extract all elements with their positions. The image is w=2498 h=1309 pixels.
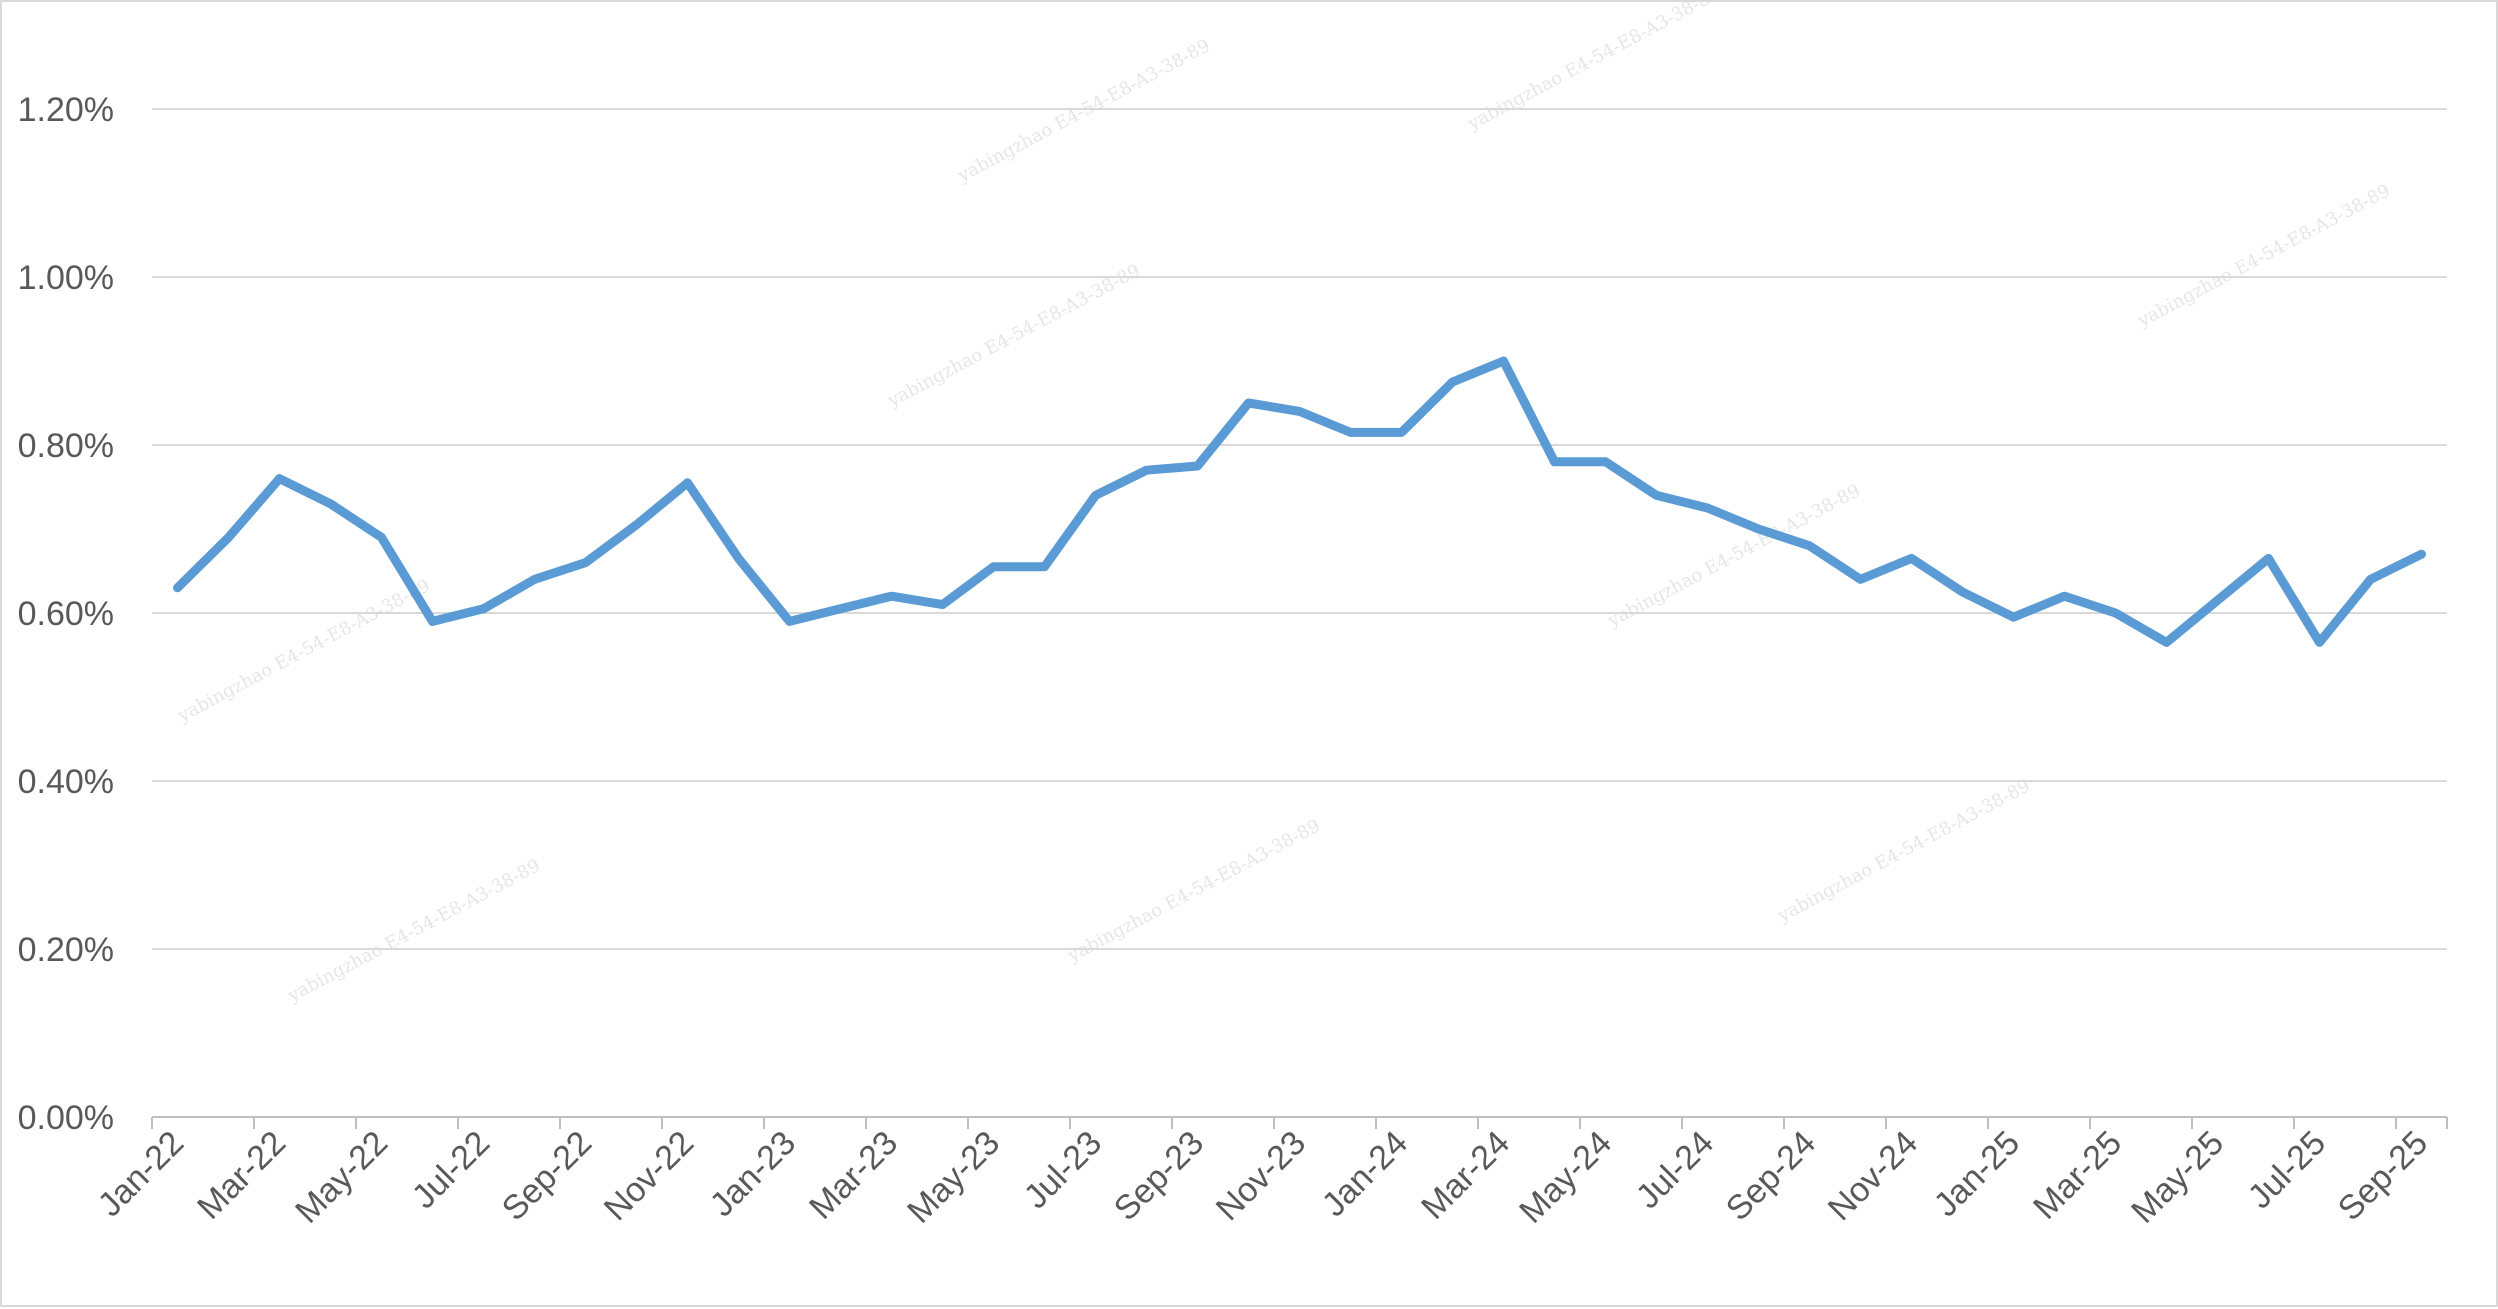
data-point: [2217, 599, 2219, 601]
y-tick-label: 1.00%: [18, 259, 114, 297]
data-point: [1860, 578, 1862, 580]
watermark-text: yabingzhao E4-54-E8-A3-38-89: [884, 260, 1144, 412]
y-tick-label: 1.20%: [18, 91, 114, 129]
x-tick-label: Mar-22: [190, 1124, 293, 1227]
data-point: [2064, 595, 2066, 597]
x-tick-label: Jul-25: [2241, 1124, 2333, 1216]
data-point: [2421, 553, 2423, 555]
x-tick-label: May-24: [1512, 1124, 1619, 1231]
x-tick-label: May-23: [900, 1124, 1007, 1231]
data-point: [1248, 402, 1250, 404]
y-axis-labels: 0.00% 0.20% 0.40% 0.60% 0.80% 1.00% 1.20%: [18, 91, 114, 1137]
x-tick-label: Mar-24: [1414, 1124, 1517, 1227]
y-tick-label: 0.80%: [18, 427, 114, 465]
x-tick-label: Sep-23: [1107, 1124, 1211, 1228]
x-tick-label: Jul-22: [405, 1124, 497, 1216]
data-point: [2268, 557, 2270, 559]
data-point: [1146, 469, 1148, 471]
data-point: [534, 578, 536, 580]
y-tick-label: 0.60%: [18, 595, 114, 633]
data-point: [1197, 465, 1199, 467]
data-point: [942, 604, 944, 606]
x-tick-label: Mar-23: [802, 1124, 905, 1227]
watermark-text: yabingzhao E4-54-E8-A3-38-89: [174, 575, 434, 727]
data-point: [2370, 578, 2372, 580]
x-tick-label: Jul-23: [1017, 1124, 1109, 1216]
data-point: [789, 620, 791, 622]
x-tick-label: Jul-24: [1629, 1124, 1721, 1216]
watermark-text: yabingzhao E4-54-E8-A3-38-89: [1064, 815, 1324, 967]
data-point: [1758, 528, 1760, 530]
data-point: [381, 536, 383, 538]
data-point: [1452, 381, 1454, 383]
data-point: [1095, 494, 1097, 496]
watermark-text: yabingzhao E4-54-E8-A3-38-89: [284, 855, 544, 1007]
x-tick-label: Sep-25: [2331, 1124, 2435, 1228]
x-tick-label: Nov-24: [1821, 1124, 1925, 1228]
x-tick-label: Sep-24: [1719, 1124, 1823, 1228]
y-tick-label: 0.00%: [18, 1099, 114, 1137]
data-point: [636, 524, 638, 526]
data-point: [993, 566, 995, 568]
data-point: [2013, 616, 2015, 618]
x-tick-label: Jan-22: [91, 1124, 191, 1224]
series-line: [173, 356, 2426, 647]
data-point: [1299, 410, 1301, 412]
data-point: [1044, 566, 1046, 568]
data-point: [1554, 461, 1556, 463]
data-point: [279, 478, 281, 480]
x-tick-label: Sep-22: [495, 1124, 599, 1228]
data-point: [687, 482, 689, 484]
watermark-text: yabingzhao E4-54-E8-A3-38-89: [1464, 2, 1724, 135]
data-point: [1911, 557, 1913, 559]
x-tick-label: Jan-23: [703, 1124, 803, 1224]
watermark-text: yabingzhao E4-54-E8-A3-38-89: [1774, 775, 2034, 927]
data-point: [1656, 494, 1658, 496]
series-layer: [173, 356, 2426, 647]
x-tick-label: Nov-23: [1209, 1124, 1313, 1228]
x-tick-label: Jan-24: [1315, 1124, 1415, 1224]
watermark-text: yabingzhao E4-54-E8-A3-38-89: [2134, 180, 2394, 332]
y-tick-label: 0.40%: [18, 763, 114, 801]
y-tick-label: 0.20%: [18, 931, 114, 969]
data-point: [1962, 591, 1964, 593]
data-point: [1809, 545, 1811, 547]
x-tick-label: May-22: [288, 1124, 395, 1231]
data-point: [2115, 612, 2117, 614]
x-tick-label: May-25: [2124, 1124, 2231, 1231]
data-point: [1503, 360, 1505, 362]
data-point: [891, 595, 893, 597]
data-point: [483, 608, 485, 610]
data-point: [840, 608, 842, 610]
data-point: [1350, 431, 1352, 433]
x-tick-label: Jan-25: [1927, 1124, 2027, 1224]
watermark-layer: yabingzhao E4-54-E8-A3-38-89 yabingzhao E…: [174, 2, 2394, 1007]
gridlines: [152, 108, 2447, 950]
x-tick-label: Nov-22: [597, 1124, 701, 1228]
data-point: [330, 503, 332, 505]
data-point: [228, 536, 230, 538]
data-point: [585, 562, 587, 564]
data-point: [738, 557, 740, 559]
data-point: [1605, 461, 1607, 463]
x-axis-ticks: [151, 1117, 2448, 1129]
data-point: [1401, 431, 1403, 433]
watermark-text: yabingzhao E4-54-E8-A3-38-89: [954, 35, 1214, 187]
data-point: [432, 620, 434, 622]
data-point: [1707, 507, 1709, 509]
x-tick-label: Mar-25: [2026, 1124, 2129, 1227]
data-point: [2166, 641, 2168, 643]
data-point: [177, 587, 179, 589]
data-point: [2319, 641, 2321, 643]
